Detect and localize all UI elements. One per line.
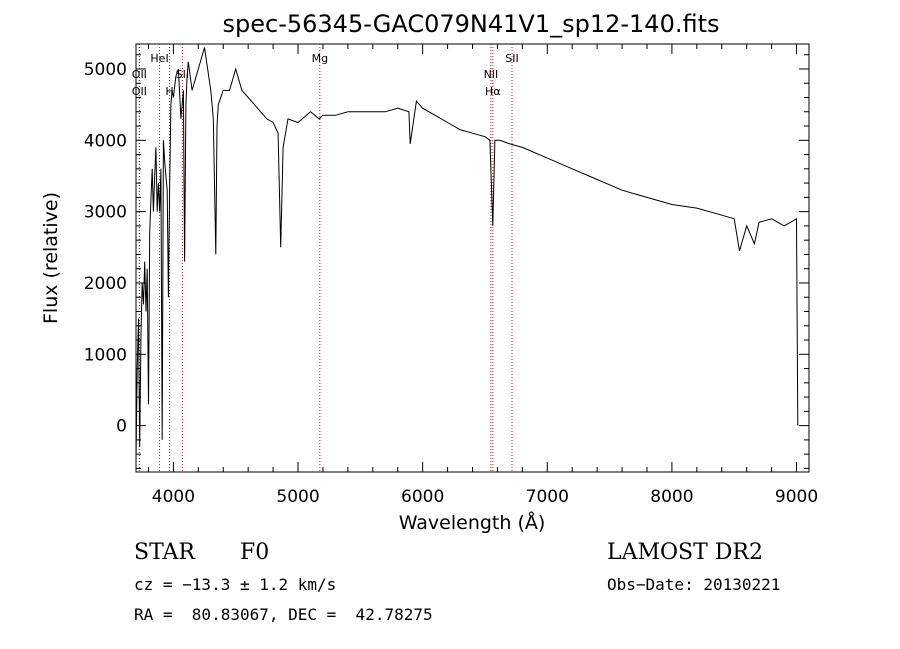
x-tick-label: 5000	[276, 487, 319, 507]
x-tick-label: 8000	[650, 487, 693, 507]
marker-label: OII	[132, 85, 147, 98]
marker-label: H	[165, 85, 173, 98]
redshift-velocity: cz = −13.3 ± 1.2 km/s	[134, 575, 337, 594]
object-class: STAR	[134, 540, 195, 565]
y-tick-label: 0	[116, 417, 127, 437]
survey-name: LAMOST DR2	[607, 540, 763, 565]
y-axis-label: Flux (relative)	[40, 192, 62, 324]
axis-ticks: 4000 5000 6000 7000 8000 9000 0 1000 2000 3000 400…	[84, 44, 818, 507]
spectrum-line	[135, 47, 799, 462]
x-tick-label: 6000	[401, 487, 444, 507]
y-tick-label: 2000	[84, 274, 127, 294]
marker-label: NII	[484, 68, 499, 81]
x-axis-label: Wavelength (Å)	[399, 511, 546, 534]
sky-coordinates: RA = 80.83067, DEC = 42.78275	[134, 605, 433, 624]
x-tick-label: 4000	[152, 487, 195, 507]
observation-date: Obs−Date: 20130221	[607, 575, 781, 594]
x-tick-label: 7000	[526, 487, 569, 507]
marker-label: Hα	[485, 85, 501, 98]
marker-label: Mg	[312, 52, 328, 65]
y-tick-label: 1000	[84, 345, 127, 365]
object-subclass: F0	[240, 540, 270, 565]
marker-label: HeI	[150, 52, 168, 65]
chart-title: spec-56345-GAC079N41V1_sp12-140.fits	[223, 10, 720, 38]
plot-frame	[135, 43, 810, 473]
y-tick-label: 4000	[84, 131, 127, 151]
marker-label: SII	[505, 52, 518, 65]
y-tick-label: 5000	[84, 60, 127, 80]
spectrum-series	[135, 47, 799, 462]
x-tick-label: 9000	[775, 487, 818, 507]
y-tick-label: 3000	[84, 203, 127, 223]
